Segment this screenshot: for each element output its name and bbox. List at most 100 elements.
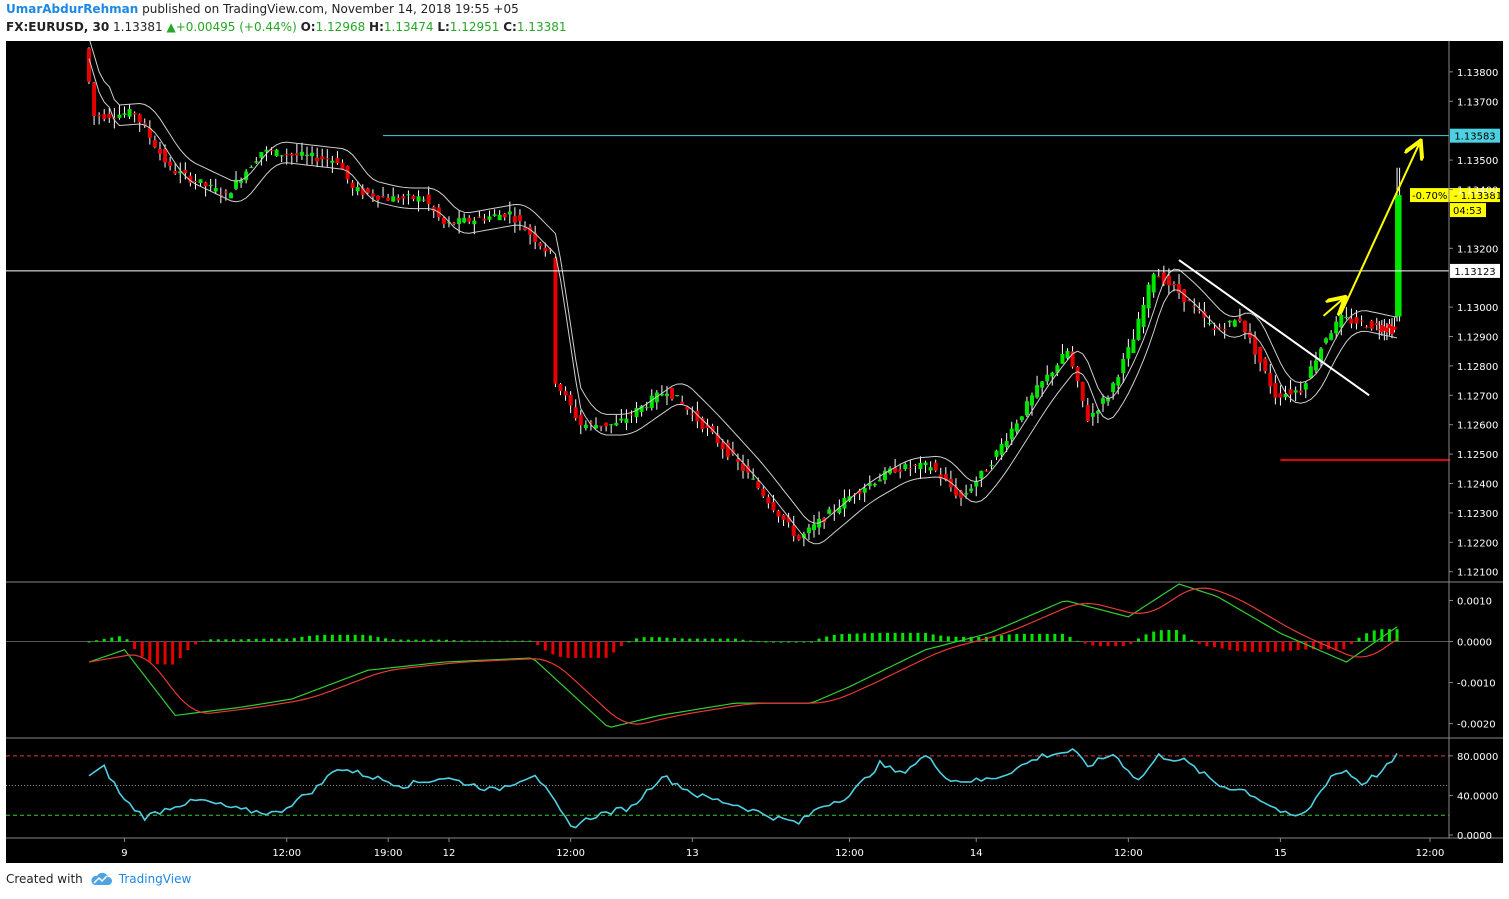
candle[interactable] — [249, 165, 254, 169]
candle-body[interactable] — [1166, 275, 1171, 286]
candle-body[interactable] — [1387, 323, 1392, 329]
candle[interactable] — [1030, 392, 1035, 416]
candle-body[interactable] — [872, 483, 877, 486]
candle[interactable] — [1242, 320, 1247, 340]
candle-body[interactable] — [1359, 320, 1364, 322]
candle-body[interactable] — [1237, 318, 1242, 322]
candle[interactable] — [705, 418, 710, 436]
candle[interactable] — [528, 224, 533, 245]
candle-body[interactable] — [989, 465, 994, 467]
candle[interactable] — [1075, 365, 1080, 388]
candle[interactable] — [812, 514, 817, 538]
candle-body[interactable] — [1389, 326, 1394, 335]
candle-body[interactable] — [969, 488, 974, 492]
candle-body[interactable] — [705, 424, 710, 428]
candle-body[interactable] — [741, 463, 746, 471]
candle[interactable] — [1217, 323, 1222, 330]
candle-body[interactable] — [583, 424, 588, 429]
candle[interactable] — [659, 385, 664, 397]
candle-body[interactable] — [796, 535, 801, 540]
candle-body[interactable] — [1207, 323, 1212, 325]
candle[interactable] — [320, 148, 325, 168]
candle[interactable] — [690, 406, 695, 422]
candle-body[interactable] — [132, 112, 137, 115]
candle-body[interactable] — [923, 462, 928, 466]
candle[interactable] — [1004, 433, 1009, 453]
candle[interactable] — [132, 111, 137, 123]
candle-body[interactable] — [102, 114, 107, 119]
candle[interactable] — [1397, 167, 1402, 322]
candle[interactable] — [178, 162, 183, 184]
candle[interactable] — [1055, 363, 1060, 377]
candle-body[interactable] — [305, 154, 310, 156]
candle-body[interactable] — [862, 488, 867, 493]
candle-body[interactable] — [152, 140, 157, 148]
candle-body[interactable] — [183, 169, 188, 173]
candle-body[interactable] — [604, 422, 609, 427]
candle-body[interactable] — [482, 218, 487, 221]
candle[interactable] — [761, 486, 766, 498]
price-panel[interactable]: 1.13583 1.13123 -0.70% - 1.13381 04:53 — [6, 41, 1502, 547]
candle-body[interactable] — [690, 413, 695, 415]
candle-body[interactable] — [837, 507, 842, 513]
candle-body[interactable] — [173, 170, 178, 174]
candle-body[interactable] — [269, 149, 274, 152]
candle-body[interactable] — [360, 187, 365, 195]
candle[interactable] — [1364, 325, 1369, 329]
yellow-arrow-drawing[interactable] — [1322, 298, 1344, 317]
candle-body[interactable] — [746, 466, 751, 473]
candle-body[interactable] — [487, 216, 492, 220]
candle-body[interactable] — [234, 179, 239, 189]
candle-body[interactable] — [979, 470, 984, 479]
candle-body[interactable] — [239, 180, 244, 183]
candle-body[interactable] — [812, 524, 817, 531]
candle-body[interactable] — [1146, 284, 1151, 309]
candle[interactable] — [1146, 282, 1151, 318]
candle[interactable] — [893, 459, 898, 474]
candle-body[interactable] — [497, 214, 502, 221]
candle[interactable] — [969, 484, 974, 494]
candle[interactable] — [1273, 375, 1278, 405]
candle-body[interactable] — [1090, 413, 1095, 417]
candle-body[interactable] — [507, 211, 512, 215]
candle[interactable] — [92, 81, 97, 125]
candle[interactable] — [350, 180, 355, 196]
candle-body[interactable] — [670, 388, 675, 399]
candle-body[interactable] — [644, 407, 649, 409]
candle[interactable] — [974, 476, 979, 497]
candle-body[interactable] — [1095, 410, 1100, 414]
candle-body[interactable] — [1369, 320, 1374, 329]
candle-body[interactable] — [472, 220, 477, 225]
candle[interactable] — [462, 213, 467, 224]
candle-body[interactable] — [299, 151, 304, 156]
candle-body[interactable] — [533, 232, 538, 242]
candle-body[interactable] — [1334, 321, 1339, 334]
candle-body[interactable] — [619, 418, 624, 421]
candle-body[interactable] — [1202, 311, 1207, 318]
candle-body[interactable] — [1242, 320, 1247, 333]
candle[interactable] — [1222, 322, 1227, 339]
candle-body[interactable] — [198, 179, 203, 183]
candle[interactable] — [142, 118, 147, 129]
candle-body[interactable] — [700, 417, 705, 429]
candle[interactable] — [340, 159, 345, 170]
candle-body[interactable] — [725, 442, 730, 457]
candle-body[interactable] — [918, 462, 923, 470]
candle-body[interactable] — [888, 468, 893, 474]
candle-body[interactable] — [761, 488, 766, 497]
candle-body[interactable] — [223, 191, 228, 193]
candle[interactable] — [604, 422, 609, 432]
candle-body[interactable] — [1308, 366, 1313, 378]
candle-body[interactable] — [1080, 382, 1085, 402]
candle[interactable] — [360, 184, 365, 200]
candle-body[interactable] — [254, 161, 259, 163]
candle-body[interactable] — [213, 187, 218, 192]
candle-body[interactable] — [680, 401, 685, 404]
candle-body[interactable] — [1222, 328, 1227, 331]
candle[interactable] — [827, 506, 832, 515]
candle[interactable] — [1121, 353, 1126, 383]
candle-body[interactable] — [685, 406, 690, 410]
chart-canvas[interactable]: 1.13583 1.13123 -0.70% - 1.13381 04:53 1.138… — [6, 41, 1503, 863]
candle[interactable] — [487, 210, 492, 223]
candle[interactable] — [355, 180, 360, 196]
